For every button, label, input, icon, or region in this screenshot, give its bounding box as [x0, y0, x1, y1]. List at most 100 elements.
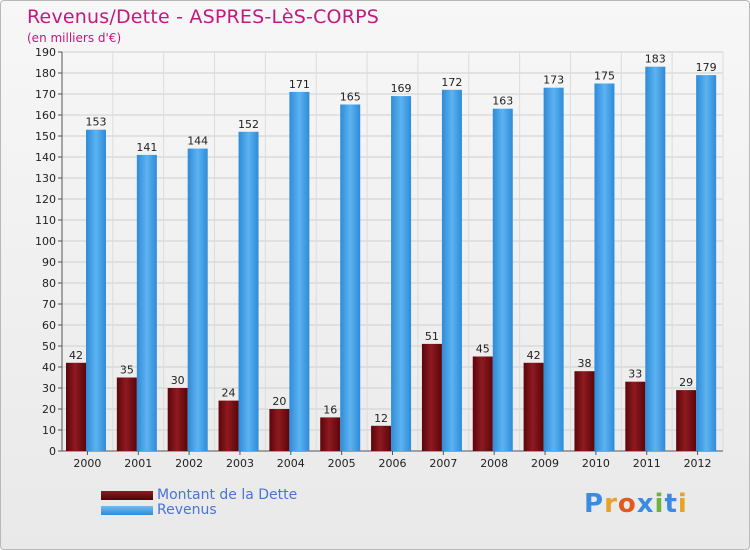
y-tick-label: 150 — [35, 130, 56, 143]
dette-bar — [116, 377, 137, 451]
logo-letter: x — [636, 489, 655, 519]
x-tick-label: 2001 — [124, 457, 152, 470]
revenus-bar — [86, 129, 106, 451]
x-tick-label: 2003 — [226, 457, 254, 470]
logo-letter: o — [617, 489, 637, 519]
logo-letter: r — [604, 489, 618, 519]
revenus-value-label: 152 — [238, 118, 259, 131]
dette-value-label: 29 — [679, 376, 693, 389]
dette-bar — [676, 390, 697, 451]
dette-value-label: 30 — [171, 374, 185, 387]
x-tick-label: 2006 — [379, 457, 407, 470]
proxiti-logo: Proxiti — [584, 489, 688, 519]
revenus-bar — [594, 83, 615, 451]
y-tick-label: 190 — [35, 46, 56, 59]
y-tick-label: 80 — [42, 277, 56, 290]
legend-item-revenus: Revenus — [101, 503, 297, 518]
revenus-value-label: 141 — [136, 141, 157, 154]
x-tick-label: 2007 — [429, 457, 457, 470]
y-tick-label: 10 — [42, 424, 56, 437]
dette-bar — [523, 362, 544, 451]
dette-bar — [167, 388, 188, 451]
chart-title: Revenus/Dette - ASPRES-LèS-CORPS — [27, 6, 380, 28]
y-tick-label: 170 — [35, 88, 56, 101]
dette-bar — [625, 381, 646, 451]
dette-value-label: 24 — [222, 387, 236, 400]
y-tick-label: 50 — [42, 340, 56, 353]
dette-value-label: 12 — [374, 412, 388, 425]
x-tick-label: 2010 — [582, 457, 610, 470]
legend: Montant de la Dette Revenus — [101, 488, 297, 518]
dette-bar — [320, 417, 341, 451]
revenus-value-label: 179 — [696, 61, 717, 74]
legend-label-dette: Montant de la Dette — [157, 487, 298, 503]
legend-label-revenus: Revenus — [157, 502, 217, 518]
legend-swatch-dette — [101, 491, 153, 500]
revenus-value-label: 165 — [340, 91, 361, 104]
y-tick-label: 140 — [35, 151, 56, 164]
revenus-bar — [136, 154, 157, 451]
revenus-value-label: 175 — [594, 70, 615, 83]
x-tick-label: 2012 — [684, 457, 712, 470]
dette-value-label: 35 — [120, 364, 134, 377]
dette-value-label: 33 — [628, 368, 642, 381]
revenus-value-label: 173 — [543, 74, 564, 87]
data-labels: 42 35 30 24 20 16 12 51 45 42 38 33 29 153 141 144 152 17… — [69, 53, 717, 425]
revenus-bar — [289, 91, 310, 452]
y-tick-label: 90 — [42, 256, 56, 269]
revenus-value-label: 144 — [187, 135, 208, 148]
revenus-value-label: 183 — [645, 53, 666, 66]
revenus-bar — [238, 131, 259, 452]
revenus-bar — [441, 89, 462, 452]
y-tick-label: 40 — [42, 361, 56, 374]
revenus-bar — [340, 104, 361, 451]
y-tick-label: 20 — [42, 403, 56, 416]
y-tick-label: 130 — [35, 172, 56, 185]
logo-letter: t — [664, 489, 678, 519]
axes: 0 10 20 30 40 50 60 70 80 90 100 110 120 130 140 150 160… — [35, 46, 723, 470]
revenus-bar — [391, 96, 412, 451]
revenus-value-label: 153 — [86, 116, 107, 129]
dette-value-label: 51 — [425, 330, 439, 343]
chart-subtitle: (en milliers d'€) — [27, 31, 122, 45]
logo-letter: P — [584, 489, 605, 519]
x-tick-label: 2009 — [531, 457, 559, 470]
x-tick-label: 2005 — [328, 457, 356, 470]
dette-bar — [472, 356, 493, 451]
y-tick-label: 60 — [42, 319, 56, 332]
dette-bar — [66, 362, 86, 451]
dette-value-label: 45 — [476, 343, 490, 356]
dette-value-label: 38 — [577, 357, 591, 370]
dette-value-label: 20 — [272, 395, 286, 408]
y-tick-label: 70 — [42, 298, 56, 311]
x-tick-label: 2008 — [480, 457, 508, 470]
dette-bar — [218, 400, 239, 451]
revenus-value-label: 163 — [492, 95, 513, 108]
dette-bar — [574, 371, 595, 451]
revenus-value-label: 169 — [391, 82, 412, 95]
revenus-value-label: 172 — [441, 76, 462, 89]
dette-value-label: 16 — [323, 403, 337, 416]
x-tick-label: 2011 — [633, 457, 661, 470]
dette-value-label: 42 — [527, 349, 541, 362]
x-tick-label: 2002 — [175, 457, 203, 470]
logo-letter: i — [654, 489, 665, 519]
dette-bar — [269, 409, 290, 451]
y-tick-label: 100 — [35, 235, 56, 248]
dette-bar — [421, 343, 442, 451]
revenus-bar — [187, 148, 208, 451]
x-tick-label: 2000 — [73, 457, 101, 470]
x-tick-label: 2004 — [277, 457, 305, 470]
bars — [66, 66, 717, 452]
revenus-bar — [543, 87, 564, 451]
legend-item-dette: Montant de la Dette — [101, 488, 297, 503]
revenus-bar — [645, 66, 666, 451]
legend-swatch-revenus — [101, 506, 153, 515]
dette-bar — [371, 425, 392, 451]
revenus-bar — [696, 75, 717, 451]
y-tick-label: 0 — [49, 445, 56, 458]
dette-value-label: 42 — [69, 349, 83, 362]
y-tick-label: 160 — [35, 109, 56, 122]
